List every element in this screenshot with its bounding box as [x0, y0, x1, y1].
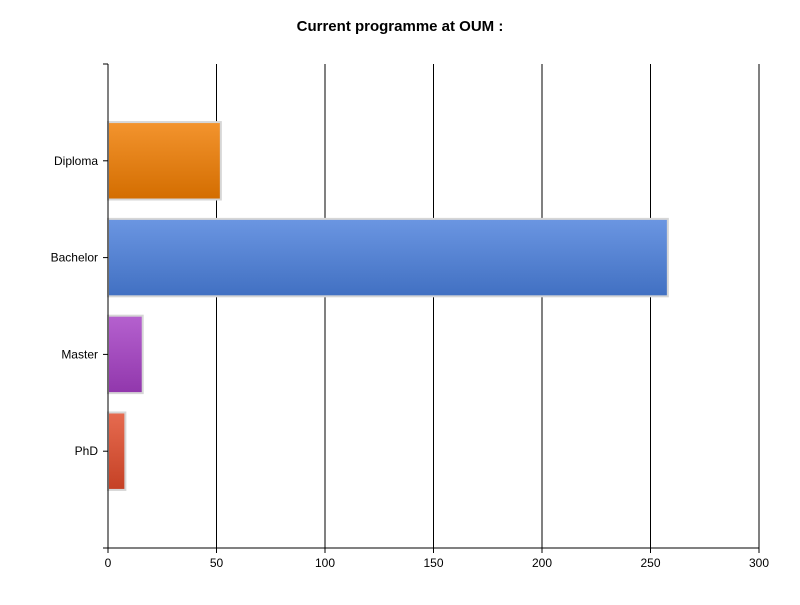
- y-tick-label: Master: [61, 347, 98, 361]
- bar-diploma: [107, 121, 222, 201]
- x-tick-label: 100: [315, 556, 335, 570]
- x-tick-label: 150: [423, 556, 443, 570]
- y-tick-label: PhD: [75, 444, 99, 458]
- y-tick-label: Bachelor: [51, 251, 98, 265]
- bar-phd: [107, 411, 127, 491]
- x-tick-label: 250: [640, 556, 660, 570]
- bar-master: [107, 314, 144, 395]
- y-tick-label: Diploma: [54, 154, 98, 168]
- x-tick-label: 0: [105, 556, 112, 570]
- x-tick-label: 200: [532, 556, 552, 570]
- x-tick-label: 300: [749, 556, 769, 570]
- chart-title: Current programme at OUM :: [296, 18, 504, 35]
- bar-bachelor: [107, 217, 669, 298]
- x-tick-label: 50: [210, 556, 224, 570]
